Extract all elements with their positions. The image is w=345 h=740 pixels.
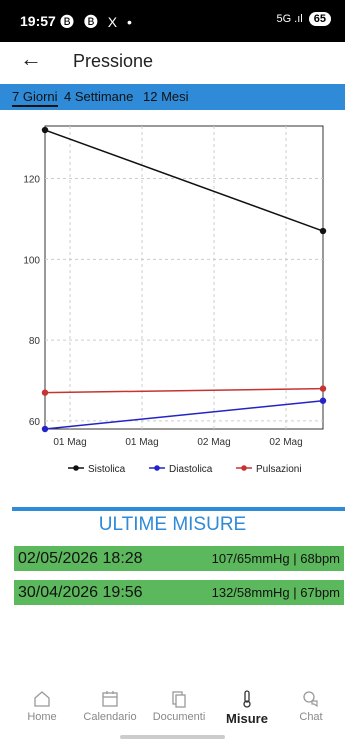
status-right: 5G .ıl 65 (276, 12, 331, 26)
x-tick-label: 02 Mag (197, 437, 230, 448)
measure-row[interactable]: 02/05/2026 18:28 107/65mmHg | 68bpm (14, 546, 344, 571)
legend-label-diastolica: Diastolica (169, 464, 213, 475)
measure-values: 132/58mmHg | 67bpm (211, 585, 340, 600)
series-line-sistolica (44, 129, 324, 232)
signal-icon: 5G .ıl (276, 13, 303, 25)
nav-label-chat: Chat (299, 711, 323, 723)
section-divider (12, 507, 345, 511)
legend-marker-diastolica (154, 465, 160, 471)
measure-date: 02/05/2026 18:28 (18, 549, 143, 567)
x-tick-label: 01 Mag (125, 437, 158, 448)
legend-marker-sistolica (73, 465, 79, 471)
legend-marker-pulsazioni (241, 465, 247, 471)
home-icon (34, 691, 50, 707)
app-bar: ← Pressione (0, 42, 345, 82)
page-title: Pressione (73, 51, 154, 71)
calendar-icon (102, 691, 118, 707)
measure-date: 30/04/2026 19:56 (18, 583, 143, 601)
tab-4-settimane[interactable]: 4 Settimane (64, 89, 134, 104)
data-point-sistolica (319, 227, 327, 235)
series-line-pulsazioni (44, 387, 324, 394)
data-point-pulsazioni (319, 385, 327, 392)
bottom-nav: Home Calendario Documenti Misure Chat (0, 682, 345, 730)
y-tick-label: 60 (29, 417, 41, 428)
back-arrow-icon[interactable]: ← (20, 46, 42, 71)
notification-icons: 🅑 🅑 X • (60, 14, 135, 30)
nav-chat[interactable]: Chat (277, 682, 345, 723)
latest-measures-title: ULTIME MISURE (98, 514, 247, 535)
measure-row[interactable]: 30/04/2026 19:56 132/58mmHg | 67bpm (14, 580, 344, 605)
period-tabs: 7 Giorni 4 Settimane 12 Mesi (0, 84, 345, 110)
tab-12-mesi[interactable]: 12 Mesi (143, 89, 189, 104)
nav-calendario[interactable]: Calendario (76, 682, 144, 723)
data-point-diastolica (319, 397, 327, 404)
nav-label-calendario: Calendario (83, 711, 137, 723)
y-tick-label: 80 (29, 336, 41, 347)
x-tick-label: 01 Mag (53, 437, 86, 448)
plot-area (44, 125, 324, 430)
measure-values: 107/65mmHg | 68bpm (211, 551, 340, 566)
x-tick-label: 02 Mag (269, 437, 302, 448)
legend-label-pulsazioni: Pulsazioni (256, 464, 302, 475)
documents-icon (172, 691, 186, 708)
data-point-sistolica (41, 126, 49, 134)
nav-label-home: Home (27, 711, 57, 723)
pressure-chart: 60 80 100 120 01 Mag 01 Mag 02 Mag 02 Mag Sistol… (23, 125, 327, 475)
nav-home[interactable]: Home (8, 682, 76, 723)
thermometer-icon (243, 690, 251, 708)
nav-misure[interactable]: Misure (213, 682, 281, 726)
series-line-diastolica (44, 399, 324, 430)
data-point-pulsazioni (41, 389, 49, 396)
battery-icon: 65 (308, 12, 331, 26)
data-point-diastolica (41, 425, 49, 433)
nav-documenti[interactable]: Documenti (145, 682, 213, 723)
nav-label-misure: Misure (226, 711, 268, 726)
y-tick-label: 100 (23, 255, 40, 266)
status-bar: 19:57 🅑 🅑 X • 5G .ıl 65 (0, 0, 345, 42)
tab-7-giorni[interactable]: 7 Giorni (12, 89, 58, 107)
nav-label-documenti: Documenti (152, 711, 206, 723)
status-time: 19:57 (20, 13, 56, 29)
legend-label-sistolica: Sistolica (88, 464, 126, 475)
chat-icon (303, 691, 318, 708)
home-indicator (120, 735, 225, 739)
y-tick-label: 120 (23, 175, 40, 186)
